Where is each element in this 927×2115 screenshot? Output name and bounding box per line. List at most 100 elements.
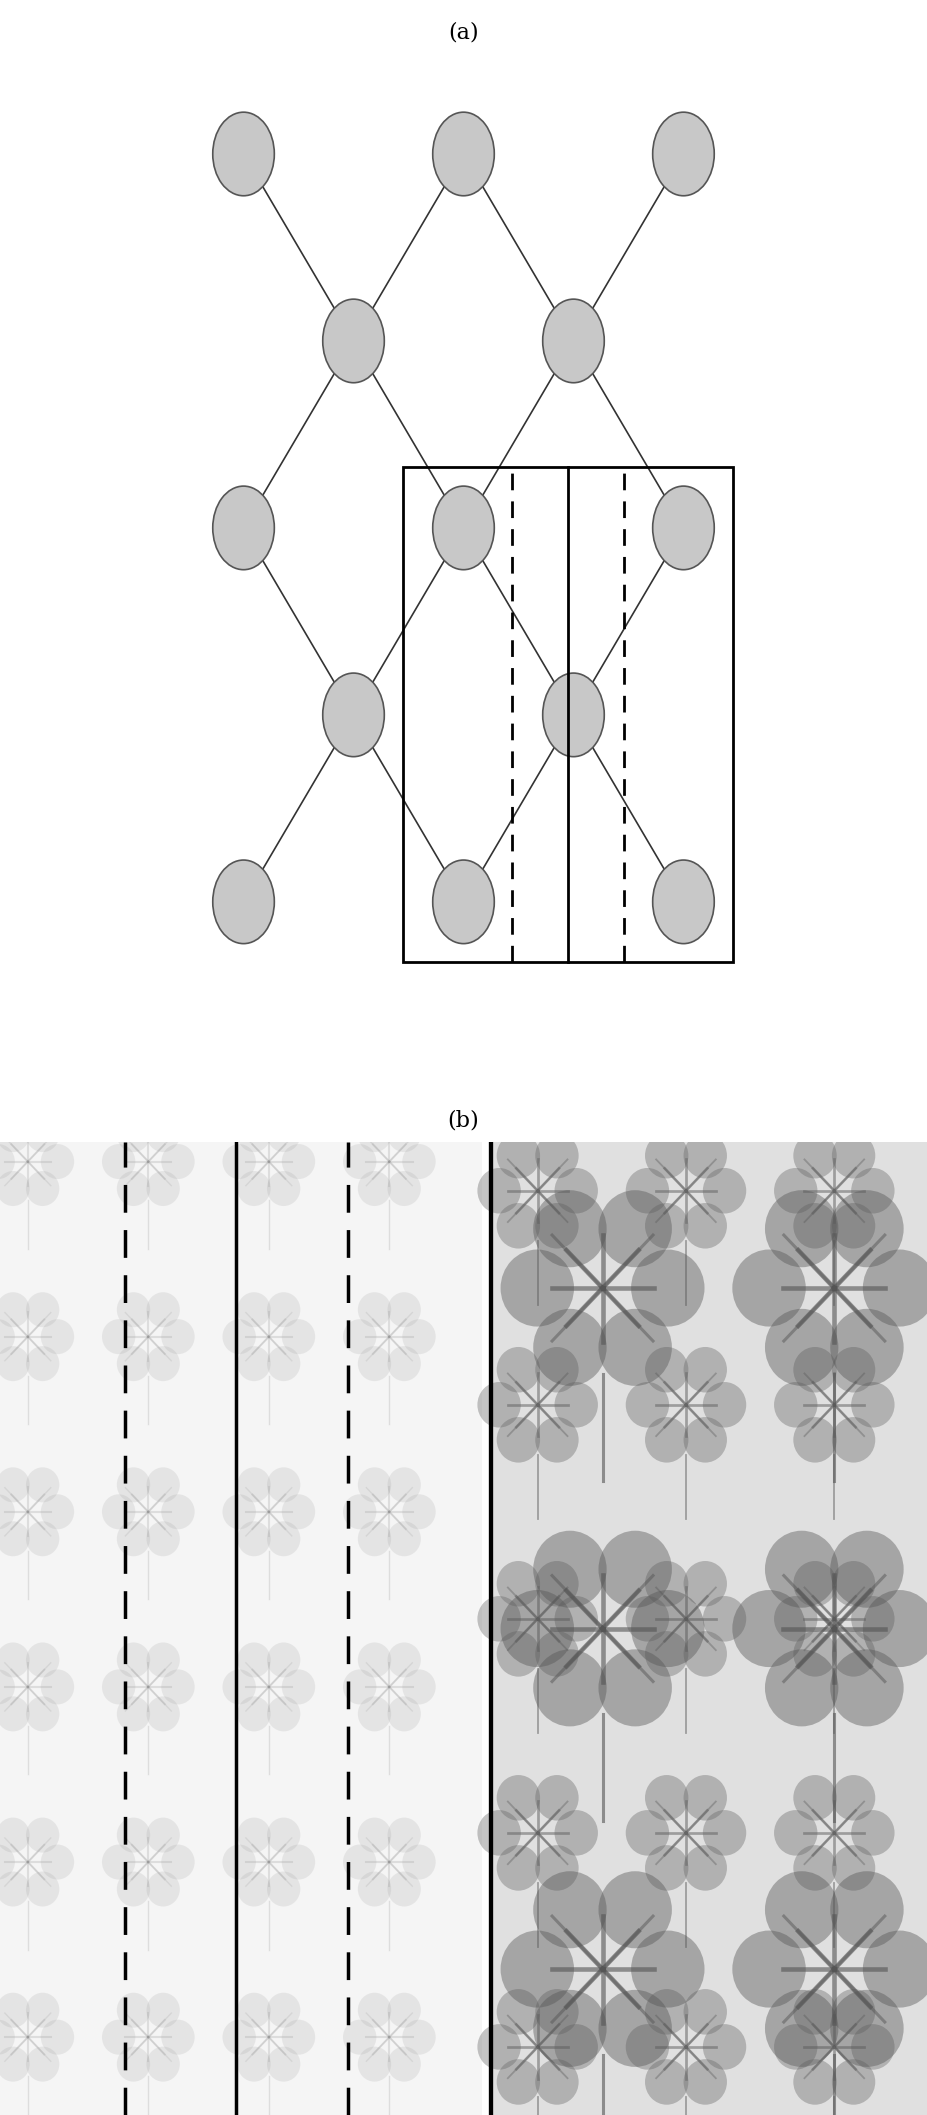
Circle shape [599, 1650, 672, 1726]
Circle shape [0, 1992, 30, 2028]
Circle shape [0, 1872, 30, 1906]
Circle shape [102, 1144, 135, 1178]
Circle shape [267, 1292, 300, 1328]
Circle shape [732, 1590, 806, 1667]
Circle shape [358, 2047, 391, 2081]
Circle shape [832, 1347, 875, 1392]
Circle shape [0, 1172, 30, 1206]
Circle shape [851, 2024, 895, 2071]
Circle shape [267, 1172, 300, 1206]
Circle shape [831, 1191, 904, 1267]
Circle shape [358, 1468, 391, 1502]
Circle shape [832, 1134, 875, 1178]
Circle shape [683, 1134, 727, 1178]
Circle shape [0, 1844, 15, 1880]
Circle shape [703, 1167, 746, 1214]
Circle shape [683, 1561, 727, 1607]
Circle shape [0, 1320, 15, 1354]
Circle shape [117, 1872, 150, 1906]
Circle shape [117, 1468, 150, 1502]
Circle shape [26, 1643, 59, 1677]
Circle shape [41, 1844, 74, 1880]
Circle shape [831, 1650, 904, 1726]
Circle shape [535, 1844, 578, 1891]
Circle shape [832, 1203, 875, 1248]
Circle shape [358, 1817, 391, 1853]
Circle shape [703, 1381, 746, 1428]
Circle shape [117, 1292, 150, 1328]
Circle shape [0, 1495, 15, 1529]
Circle shape [497, 2060, 540, 2104]
Circle shape [117, 1521, 150, 1557]
Circle shape [683, 1774, 727, 1821]
Circle shape [26, 1292, 59, 1328]
Circle shape [683, 1203, 727, 1248]
Circle shape [765, 1990, 838, 2066]
Circle shape [851, 1381, 895, 1428]
Circle shape [26, 1117, 59, 1153]
Circle shape [626, 1381, 669, 1428]
Circle shape [41, 1320, 74, 1354]
Circle shape [533, 1309, 606, 1385]
Circle shape [631, 1931, 705, 2007]
Circle shape [161, 1144, 195, 1178]
Circle shape [0, 1468, 30, 1502]
Circle shape [267, 1345, 300, 1381]
Circle shape [146, 2047, 180, 2081]
Circle shape [535, 1988, 578, 2035]
Circle shape [497, 1134, 540, 1178]
Circle shape [267, 1468, 300, 1502]
Ellipse shape [323, 673, 385, 757]
Circle shape [41, 1495, 74, 1529]
Circle shape [117, 1117, 150, 1153]
Circle shape [732, 1931, 806, 2007]
Circle shape [222, 1844, 256, 1880]
Circle shape [497, 1988, 540, 2035]
Circle shape [863, 1931, 927, 2007]
Circle shape [237, 1817, 271, 1853]
Circle shape [282, 1144, 315, 1178]
Circle shape [794, 1347, 837, 1392]
Circle shape [237, 1696, 271, 1732]
Bar [491, 1142, 927, 2115]
Circle shape [267, 1117, 300, 1153]
Circle shape [237, 1643, 271, 1677]
Circle shape [794, 1417, 837, 1464]
Circle shape [358, 1292, 391, 1328]
Circle shape [831, 1990, 904, 2066]
Circle shape [535, 1134, 578, 1178]
Circle shape [387, 1117, 421, 1153]
Ellipse shape [323, 298, 385, 383]
Circle shape [626, 1167, 669, 1214]
Circle shape [774, 1381, 818, 1428]
Circle shape [146, 1643, 180, 1677]
Circle shape [117, 1992, 150, 2028]
Circle shape [387, 1292, 421, 1328]
Circle shape [41, 2020, 74, 2054]
Ellipse shape [433, 486, 494, 569]
Circle shape [501, 1931, 574, 2007]
Circle shape [237, 1172, 271, 1206]
Circle shape [0, 1669, 15, 1705]
Circle shape [402, 1144, 436, 1178]
Circle shape [267, 1643, 300, 1677]
Circle shape [831, 1531, 904, 1607]
Circle shape [554, 1810, 598, 1855]
Circle shape [387, 1468, 421, 1502]
Circle shape [102, 1844, 135, 1880]
Circle shape [765, 1650, 838, 1726]
Circle shape [765, 1531, 838, 1607]
Circle shape [102, 1669, 135, 1705]
Circle shape [851, 1810, 895, 1855]
Circle shape [267, 1696, 300, 1732]
Circle shape [237, 1117, 271, 1153]
Circle shape [267, 1872, 300, 1906]
Circle shape [645, 1844, 689, 1891]
Circle shape [358, 1992, 391, 2028]
Ellipse shape [212, 112, 274, 197]
Circle shape [358, 1521, 391, 1557]
Circle shape [26, 1468, 59, 1502]
Circle shape [599, 1531, 672, 1607]
Circle shape [533, 1650, 606, 1726]
Circle shape [343, 1320, 376, 1354]
